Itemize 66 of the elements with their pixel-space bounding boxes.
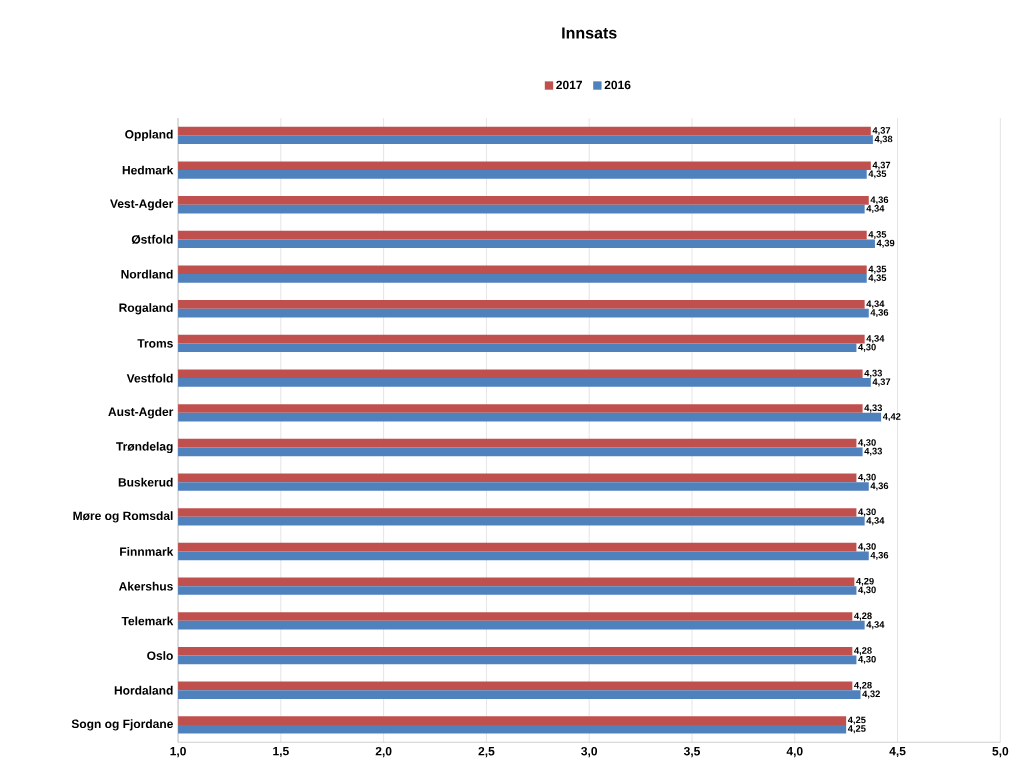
x-tick-label: 1,5	[273, 746, 289, 757]
x-tick-label: 3,0	[581, 746, 598, 758]
legend-label: 2017	[556, 80, 582, 90]
data-label: 4,36	[870, 551, 889, 560]
data-label: 4,35	[868, 265, 887, 274]
y-tick-label: Nordland	[121, 269, 173, 279]
data-label: 4,36	[870, 309, 889, 317]
data-label: 4,39	[876, 239, 895, 248]
data-label: 4,34	[866, 517, 885, 526]
data-label: 4,33	[864, 369, 883, 378]
data-label: 4,25	[847, 716, 866, 725]
data-label: 4,36	[870, 482, 889, 491]
data-label: 4,37	[872, 126, 891, 135]
data-label: 4,34	[866, 621, 885, 630]
data-label: 4,29	[856, 577, 874, 586]
data-label: 4,30	[858, 586, 876, 595]
data-label: 4,30	[858, 473, 876, 482]
y-tick-label: Trøndelag	[116, 441, 173, 453]
data-label: 4,37	[872, 378, 891, 387]
data-label: 4,34	[866, 300, 885, 309]
y-tick-label: Hedmark	[122, 165, 174, 175]
data-label: 4,30	[858, 439, 876, 447]
data-label: 4,28	[854, 681, 872, 690]
x-tick-label: 3,5	[683, 746, 700, 758]
y-tick-label: Oslo	[147, 651, 173, 660]
x-tick-label: 5,0	[992, 746, 1009, 758]
y-tick-label: Akershus	[118, 581, 173, 591]
data-label: 4,35	[868, 274, 887, 283]
data-label: 4,35	[868, 230, 887, 239]
data-label: 4,30	[858, 655, 876, 664]
data-label: 4,33	[864, 447, 883, 456]
data-label: 4,28	[854, 612, 872, 621]
y-tick-label: Østfold	[131, 234, 173, 244]
data-label: 4,33	[864, 404, 883, 413]
chart-title: Innsats	[562, 27, 617, 39]
data-label: 4,30	[858, 508, 876, 517]
y-tick-label: Oppland	[125, 129, 173, 141]
y-tick-label: Telemark	[121, 616, 174, 626]
data-label: 4,38	[874, 135, 893, 144]
data-label: 4,25	[847, 725, 866, 734]
y-tick-label: Finnmark	[120, 546, 174, 556]
y-tick-label: Hordaland	[114, 685, 173, 695]
data-label: 4,42	[882, 413, 901, 421]
legend-label: 2016	[604, 80, 631, 90]
y-tick-label: Troms	[137, 339, 173, 348]
data-label: 4,37	[872, 161, 891, 170]
x-tick-label: 4,5	[889, 746, 906, 757]
x-tick-label: 2,5	[478, 746, 495, 758]
data-label: 4,30	[858, 343, 876, 352]
data-label: 4,35	[868, 170, 887, 179]
y-tick-label: Vest-Agder	[110, 198, 174, 211]
x-tick-label: 4,0	[786, 746, 803, 758]
data-label: 4,32	[862, 690, 880, 699]
y-tick-label: Buskerud	[118, 477, 173, 487]
y-tick-label: Møre og Romsdal	[73, 511, 173, 523]
data-label: 4,30	[858, 543, 876, 552]
x-tick-label: 2,0	[375, 746, 392, 758]
y-tick-label: Rogaland	[119, 303, 173, 315]
data-label: 4,34	[866, 335, 885, 343]
y-tick-label: Vestfold	[126, 373, 173, 383]
y-tick-label: Sogn og Fjordane	[71, 719, 173, 731]
data-label: 4,36	[870, 196, 889, 205]
y-tick-label: Aust-Agder	[108, 407, 174, 419]
data-label: 4,34	[866, 204, 885, 213]
data-label: 4,28	[854, 647, 872, 656]
x-tick-label: 1,0	[170, 746, 186, 758]
